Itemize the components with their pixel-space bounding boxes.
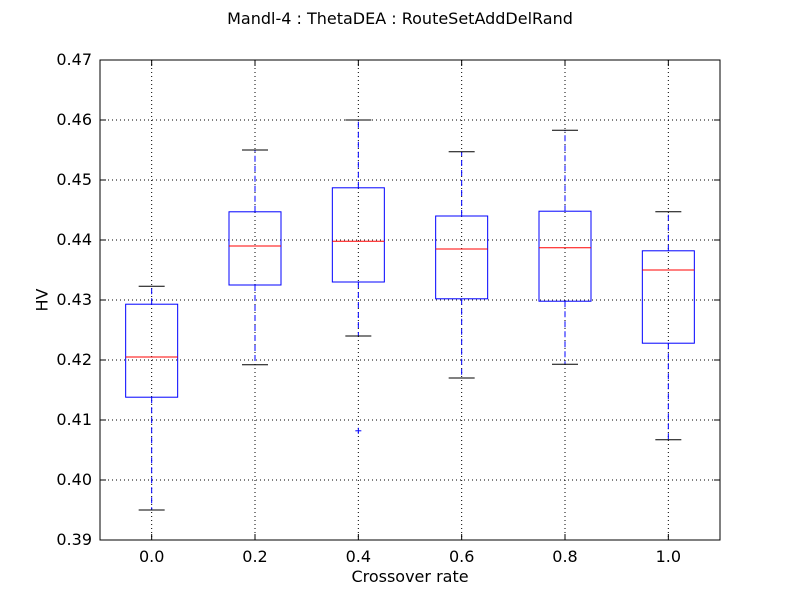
y-tick-label: 0.42 <box>56 350 92 369</box>
box-iqr <box>125 303 179 398</box>
y-tick-label: 0.45 <box>56 170 92 189</box>
grid <box>100 60 720 540</box>
x-tick-label: 0.4 <box>346 547 371 566</box>
x-tick-label: 1.0 <box>656 547 681 566</box>
box-0.0 <box>125 285 179 511</box>
x-tick-label: 0.6 <box>449 547 474 566</box>
ticks: 0.39 0.40 0.41 0.42 0.43 0.44 0.45 0.46 0.47 0.0 0… <box>56 50 720 566</box>
x-axis-label: Crossover rate <box>351 567 469 586</box>
box-iqr <box>641 250 695 344</box>
x-tick-label: 0.2 <box>242 547 267 566</box>
box-0.2 <box>228 149 282 366</box>
box-0.4 <box>331 119 385 434</box>
box-0.8 <box>538 129 592 365</box>
box-iqr <box>331 187 385 283</box>
box-iqr <box>538 210 592 302</box>
y-tick-label: 0.44 <box>56 230 92 249</box>
x-tick-label: 0.0 <box>139 547 164 566</box>
y-tick-label: 0.47 <box>56 50 92 69</box>
y-tick-label: 0.40 <box>56 470 92 489</box>
y-tick-label: 0.41 <box>56 410 92 429</box>
y-tick-label: 0.43 <box>56 290 92 309</box>
boxes <box>125 119 695 511</box>
box-iqr <box>435 215 489 300</box>
box-iqr <box>228 211 282 286</box>
box-0.6 <box>435 151 489 379</box>
box-1.0 <box>641 211 695 441</box>
chart-title: Mandl-4 : ThetaDEA : RouteSetAddDelRand <box>227 9 573 28</box>
x-tick-label: 0.8 <box>552 547 577 566</box>
y-tick-label: 0.39 <box>56 530 92 549</box>
y-tick-label: 0.46 <box>56 110 92 129</box>
y-axis-label: HV <box>32 288 52 312</box>
